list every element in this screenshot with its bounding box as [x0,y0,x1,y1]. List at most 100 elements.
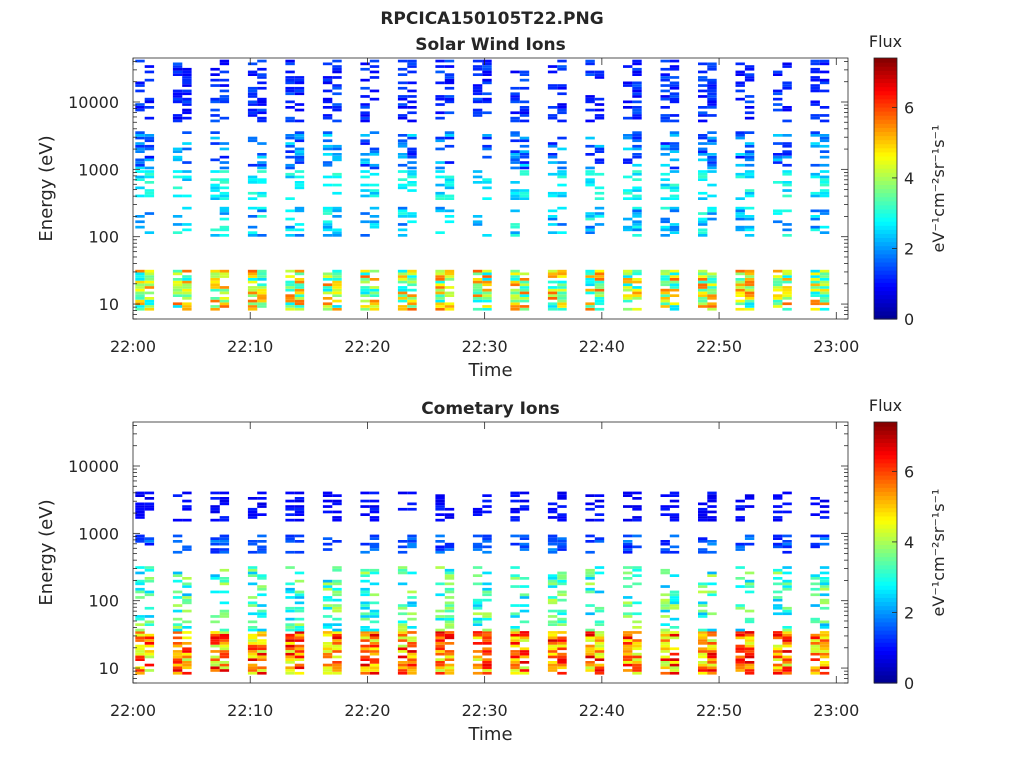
heatmap-cell [360,593,370,597]
heatmap-cell [594,172,605,176]
colorbar-segment [874,78,897,84]
colorbar-segment [874,556,897,562]
heatmap-cell [782,587,792,591]
heatmap-cell [782,642,792,645]
heatmap-cell [322,76,333,79]
heatmap-cell [482,81,492,85]
heatmap-cell [435,615,445,618]
heatmap-cell [332,582,342,586]
colorbar-segment [874,454,897,460]
heatmap-cell [482,571,492,575]
heatmap-cell [182,283,192,287]
heatmap-cell [585,568,595,572]
heatmap-cell [585,153,595,156]
heatmap-cell [435,166,445,170]
heatmap-cell [735,197,745,200]
heatmap-cell [660,272,670,276]
heatmap-cell [257,631,267,634]
heatmap-cell [285,652,295,656]
heatmap-cell [435,280,445,284]
heatmap-cell [369,669,380,672]
heatmap-cell [210,142,220,145]
heatmap-cell [810,636,820,640]
colorbar-segment [874,450,897,456]
heatmap-cell [782,155,792,159]
heatmap-cell [407,617,417,621]
heatmap-cell [660,550,670,554]
heatmap-cell [707,142,717,145]
heatmap-cell [219,631,230,634]
heatmap-cell [247,291,258,295]
heatmap-cell [407,269,417,273]
heatmap-cell [322,663,333,667]
heatmap-cell [594,299,605,303]
heatmap-cell [294,299,305,303]
heatmap-cell [744,590,755,594]
heatmap-cell [623,655,633,659]
heatmap-cell [172,590,183,594]
heatmap-cell [444,86,455,90]
heatmap-cell [669,663,680,667]
heatmap-cell [547,209,558,213]
heatmap-cell [472,294,483,297]
heatmap-cell [744,217,755,221]
heatmap-cell [407,119,417,123]
heatmap-cell [482,78,492,82]
heatmap-cell [632,100,642,104]
heatmap-cell [172,280,183,284]
heatmap-cell [707,89,717,93]
heatmap-cell [594,297,605,300]
colorbar-segment [874,217,897,222]
heatmap-cell [660,542,670,546]
heatmap-cell [632,661,642,664]
heatmap-cell [819,280,830,284]
heatmap-cell [397,97,408,101]
heatmap-cell [144,231,155,234]
heatmap-cell [632,86,642,90]
heatmap-cell [810,272,820,276]
heatmap-cell [735,269,745,273]
heatmap-cell [210,669,220,672]
heatmap-cell [632,215,642,218]
heatmap-cell [257,288,267,292]
heatmap-cell [247,191,258,195]
heatmap-cell [332,209,342,213]
heatmap-cell [632,612,642,616]
heatmap-cell [594,161,605,164]
heatmap-cell [782,84,792,87]
heatmap-cell [698,136,708,140]
heatmap-cell [810,299,820,303]
heatmap-cell [435,294,445,297]
heatmap-cell [707,153,717,156]
heatmap-cell [247,604,258,607]
heatmap-cell [557,647,567,651]
heatmap-cell [182,491,192,495]
heatmap-cell [510,166,520,170]
heatmap-cell [135,510,145,514]
heatmap-cell [144,144,155,148]
heatmap-cell [210,189,220,192]
heatmap-cell [247,175,258,179]
heatmap-cell [135,307,145,311]
heatmap-cell [707,542,717,546]
heatmap-cell [660,288,670,292]
heatmap-cell [257,545,267,549]
heatmap-cell [322,505,333,508]
heatmap-cell [172,642,183,645]
heatmap-cell [397,103,408,106]
heatmap-cell [585,181,595,184]
heatmap-cell [623,228,633,232]
heatmap-cell [182,116,192,120]
heatmap-cell [407,89,417,93]
heatmap-cell [332,231,342,234]
heatmap-cell [472,307,483,311]
heatmap-cell [782,582,792,586]
heatmap-cell [707,97,717,101]
heatmap-cell [819,577,830,580]
heatmap-cell [660,183,670,187]
heatmap-cell [773,134,783,137]
heatmap-cell [257,305,267,308]
heatmap-cell [407,275,417,278]
heatmap-cell [210,234,220,237]
